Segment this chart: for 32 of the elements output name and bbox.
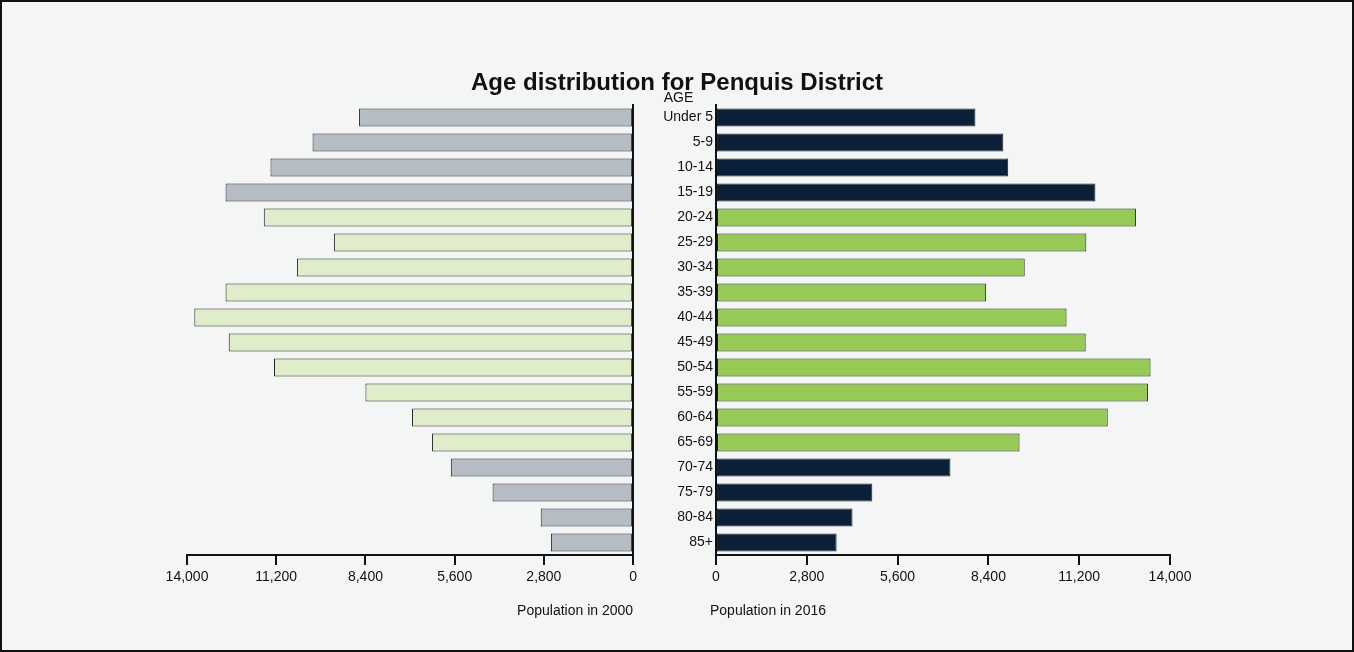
y-tick-label: Under 5 bbox=[663, 108, 714, 125]
y-tick-label: 35-39 bbox=[677, 283, 714, 300]
y-tick-label: 20-24 bbox=[677, 208, 714, 225]
y-tick-label: 10-14 bbox=[677, 158, 714, 175]
y-tick-label: 45-49 bbox=[677, 333, 714, 350]
x-tick-label: 14,000 bbox=[165, 568, 209, 585]
x-tick-label: 0 bbox=[712, 568, 721, 585]
x-axis-title: Population in 2016 bbox=[710, 601, 827, 618]
y-tick-label: 30-34 bbox=[677, 258, 714, 275]
y-tick-label: 65-69 bbox=[677, 433, 714, 450]
y-tick-label: 85+ bbox=[689, 533, 713, 550]
x-tick-label: 14,000 bbox=[1148, 568, 1192, 585]
x-tick-label: 5,600 bbox=[880, 568, 916, 585]
x-tick-label: 11,200 bbox=[1058, 568, 1101, 585]
y-tick-label: 55-59 bbox=[677, 383, 714, 400]
x-tick-label: 8,400 bbox=[347, 568, 384, 585]
x-tick-label: 5,600 bbox=[437, 568, 473, 585]
y-tick-label: 80-84 bbox=[677, 508, 714, 525]
x-tick-label: 2,800 bbox=[789, 568, 825, 585]
x-tick-label: 0 bbox=[629, 568, 638, 585]
x-axis-title: Population in 2000 bbox=[517, 601, 634, 618]
y-tick-label: 40-44 bbox=[677, 308, 714, 325]
y-tick-label: 5-9 bbox=[692, 133, 714, 150]
y-tick-label: 60-64 bbox=[677, 408, 714, 425]
x-tick-label: 11,200 bbox=[255, 568, 298, 585]
y-tick-label: 25-29 bbox=[677, 233, 714, 250]
x-tick-label: 8,400 bbox=[970, 568, 1007, 585]
y-tick-label: 75-79 bbox=[677, 483, 714, 500]
y-tick-label: 15-19 bbox=[677, 183, 714, 200]
x-tick-label: 2,800 bbox=[526, 568, 562, 585]
y-tick-label: 70-74 bbox=[677, 458, 714, 475]
y-tick-label: 50-54 bbox=[677, 358, 714, 375]
